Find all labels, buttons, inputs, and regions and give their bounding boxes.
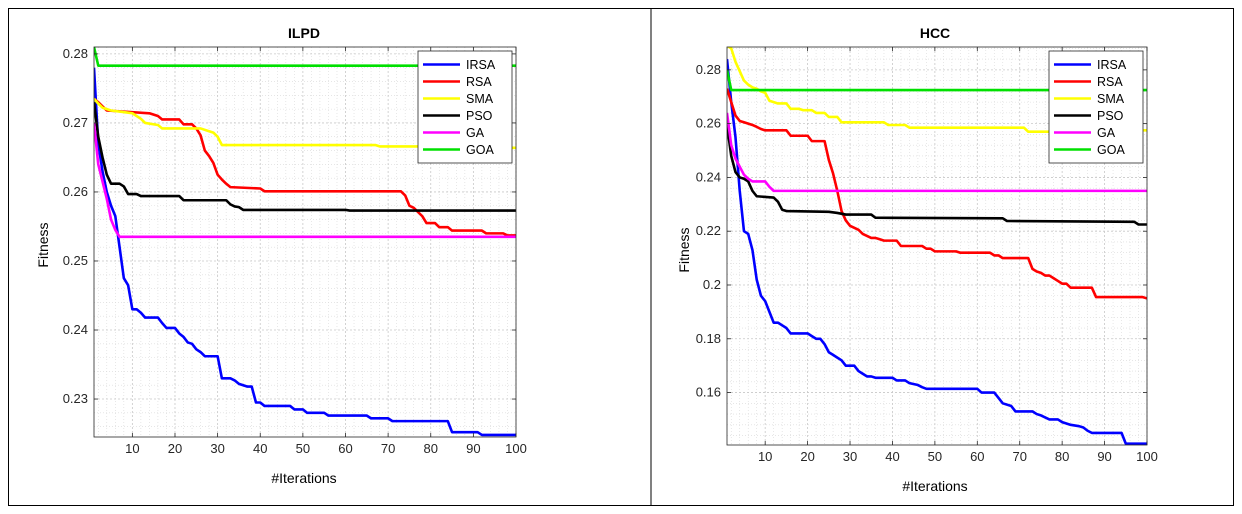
x-axis-label: #Iterations bbox=[271, 470, 336, 486]
x-tick-label: 70 bbox=[381, 441, 395, 456]
legend-label: IRSA bbox=[466, 58, 496, 72]
y-axis-label: Fitness bbox=[676, 227, 692, 272]
x-axis-label: #Iterations bbox=[902, 478, 967, 494]
series-line-rsa bbox=[94, 97, 516, 237]
y-tick-label: 0.28 bbox=[63, 46, 88, 61]
series-line-irsa bbox=[727, 58, 1147, 445]
legend: IRSA RSA SMA PSO GA GOA bbox=[417, 50, 513, 164]
x-tick-label: 10 bbox=[125, 441, 139, 456]
series-line-ga bbox=[727, 112, 1147, 193]
chart-title: HCC bbox=[920, 25, 950, 41]
legend-label: SMA bbox=[1097, 92, 1125, 106]
series-line-sma bbox=[727, 47, 1147, 134]
legend-label: SMA bbox=[466, 92, 494, 106]
legend-box bbox=[417, 50, 513, 164]
legend: IRSA RSA SMA PSO GA GOA bbox=[1048, 50, 1144, 164]
series-line-rsa bbox=[727, 88, 1147, 300]
y-tick-label: 0.24 bbox=[696, 169, 721, 184]
y-tick-label: 0.27 bbox=[63, 115, 88, 130]
series-line-irsa bbox=[94, 67, 516, 437]
y-tick-label: 0.26 bbox=[63, 184, 88, 199]
x-tick-label: 10 bbox=[758, 449, 772, 464]
y-tick-label: 0.23 bbox=[63, 391, 88, 406]
x-tick-label: 50 bbox=[928, 449, 942, 464]
x-tick-label: 40 bbox=[253, 441, 267, 456]
y-tick-label: 0.24 bbox=[63, 322, 88, 337]
y-tick-label: 0.22 bbox=[696, 223, 721, 238]
x-tick-label: 100 bbox=[505, 441, 527, 456]
x-tick-label: 60 bbox=[970, 449, 984, 464]
plot-area: 10 20 30 40 50 60 70 80 90 100 0.23 0.24 0.25 0.26 0.2… bbox=[63, 46, 527, 456]
series-line-sma bbox=[94, 97, 516, 150]
legend-label: PSO bbox=[466, 109, 493, 123]
x-tick-label: 80 bbox=[424, 441, 438, 456]
legend-label: IRSA bbox=[1097, 58, 1127, 72]
series-line-goa bbox=[94, 47, 516, 67]
x-tick-label: 100 bbox=[1136, 449, 1158, 464]
chart-panel-ilpd: ILPD #Iterations Fitness 10 20 30 40 50 60 70 8… bbox=[35, 25, 527, 486]
series-line-pso bbox=[727, 124, 1147, 226]
x-tick-label: 50 bbox=[296, 441, 310, 456]
x-tick-label: 60 bbox=[338, 441, 352, 456]
x-tick-label: 20 bbox=[800, 449, 814, 464]
y-tick-label: 0.2 bbox=[703, 277, 721, 292]
y-tick-label: 0.16 bbox=[696, 385, 721, 400]
legend-label: RSA bbox=[1097, 75, 1123, 89]
legend-label: RSA bbox=[466, 75, 492, 89]
y-axis-label: Fitness bbox=[35, 222, 51, 267]
y-tick-label: 0.28 bbox=[696, 62, 721, 77]
chart-panel-hcc: HCC #Iterations Fitness 10 20 30 40 50 60 70 80… bbox=[676, 25, 1158, 494]
series-line-pso bbox=[94, 102, 516, 212]
series-group bbox=[94, 47, 516, 437]
x-tick-label: 90 bbox=[466, 441, 480, 456]
x-tick-label: 30 bbox=[210, 441, 224, 456]
legend-label: GOA bbox=[1097, 143, 1125, 157]
x-tick-label: 80 bbox=[1055, 449, 1069, 464]
axes-box bbox=[93, 46, 517, 438]
axes-box bbox=[726, 46, 1148, 446]
plot-area: 10 20 30 40 50 60 70 80 90 100 0.16 0.18 0.2 0.22 0.24… bbox=[696, 46, 1158, 464]
series-line-ga bbox=[94, 122, 516, 239]
legend-label: GOA bbox=[466, 143, 494, 157]
legend-box bbox=[1048, 50, 1144, 164]
y-tick-label: 0.25 bbox=[63, 253, 88, 268]
x-tick-label: 70 bbox=[1012, 449, 1026, 464]
legend-label: PSO bbox=[1097, 109, 1124, 123]
figure-canvas: ILPD #Iterations Fitness 10 20 30 40 50 60 70 8… bbox=[8, 8, 1234, 506]
chart-title: ILPD bbox=[288, 25, 320, 41]
series-group bbox=[727, 47, 1147, 445]
y-tick-label: 0.18 bbox=[696, 331, 721, 346]
x-tick-label: 30 bbox=[843, 449, 857, 464]
y-tick-label: 0.26 bbox=[696, 116, 721, 131]
series-line-goa bbox=[727, 69, 1147, 92]
figure-frame: ILPD #Iterations Fitness 10 20 30 40 50 60 70 8… bbox=[8, 8, 1234, 506]
x-tick-label: 90 bbox=[1097, 449, 1111, 464]
legend-label: GA bbox=[1097, 126, 1116, 140]
x-tick-label: 20 bbox=[168, 441, 182, 456]
legend-label: GA bbox=[466, 126, 485, 140]
x-tick-label: 40 bbox=[885, 449, 899, 464]
